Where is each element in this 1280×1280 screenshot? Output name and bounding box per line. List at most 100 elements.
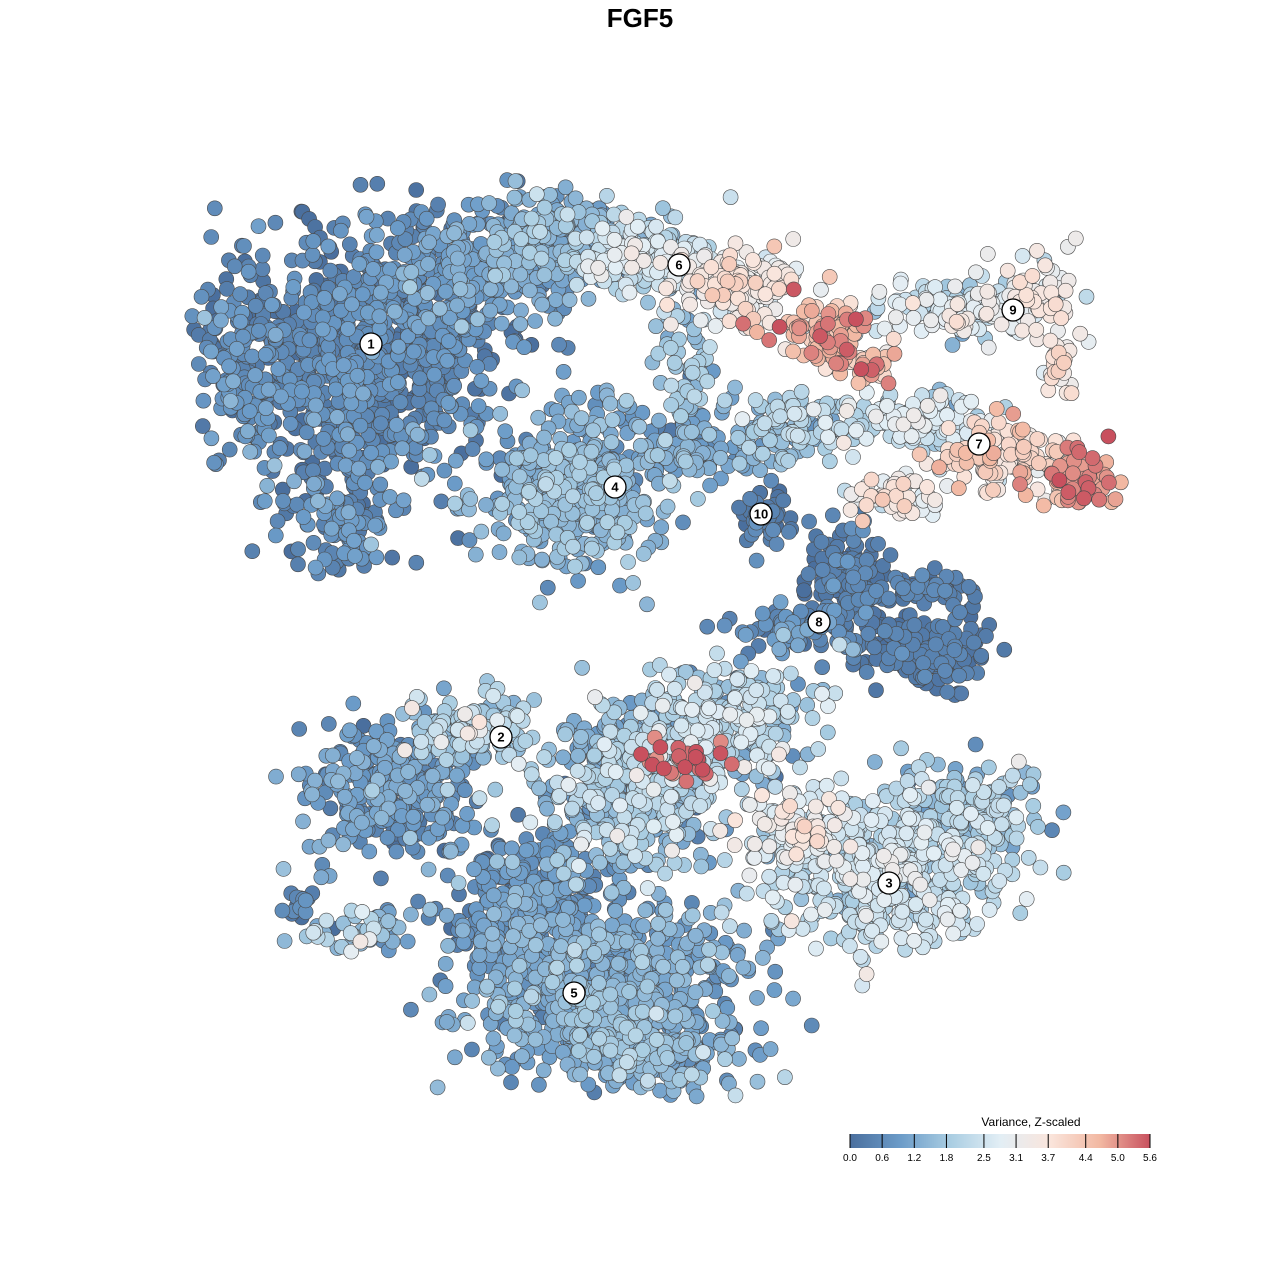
cell-point xyxy=(347,548,363,564)
cell-point xyxy=(650,915,667,932)
cell-point xyxy=(421,447,438,463)
cell-point xyxy=(536,429,552,446)
cell-point xyxy=(379,829,396,846)
cell-point xyxy=(534,296,551,313)
cell-point xyxy=(555,749,571,766)
cell-point xyxy=(535,1062,552,1079)
cell-point xyxy=(857,604,874,621)
cell-point xyxy=(433,493,450,510)
cell-point xyxy=(604,412,621,428)
cell-point xyxy=(195,392,212,409)
cell-point xyxy=(868,682,884,699)
cell-point xyxy=(436,680,452,697)
cell-point xyxy=(467,546,484,563)
cell-point xyxy=(450,875,467,891)
cell-point xyxy=(481,1049,497,1066)
cell-point xyxy=(511,468,528,485)
cell-point xyxy=(276,933,293,949)
cell-point xyxy=(767,963,784,980)
cell-point xyxy=(469,359,485,375)
cell-point xyxy=(449,767,465,784)
cell-point xyxy=(307,559,324,576)
cell-point xyxy=(282,415,299,432)
cell-point xyxy=(420,861,437,878)
cell-point xyxy=(261,427,277,444)
cell-point xyxy=(553,938,569,955)
cell-point xyxy=(576,897,593,914)
cell-point xyxy=(573,410,590,427)
cell-point xyxy=(631,418,648,435)
cell-point xyxy=(530,409,547,426)
cell-point xyxy=(290,541,306,558)
cell-point xyxy=(539,800,555,817)
cell-point xyxy=(819,724,836,741)
cell-point xyxy=(390,338,407,355)
cell-point xyxy=(492,405,509,422)
cell-point xyxy=(503,840,520,857)
cell-point xyxy=(232,313,249,330)
cell-point xyxy=(882,547,899,563)
cell-point xyxy=(966,634,982,651)
cell-point xyxy=(712,450,729,466)
cell-point xyxy=(437,283,454,300)
cell-point xyxy=(590,975,607,991)
cell-point xyxy=(268,768,284,785)
cell-point xyxy=(396,247,413,263)
cell-point xyxy=(906,617,923,633)
cell-point xyxy=(402,279,418,296)
cell-point xyxy=(422,901,439,918)
cell-point xyxy=(351,256,368,272)
cell-point xyxy=(310,493,326,509)
cell-point xyxy=(382,489,398,505)
cell-point xyxy=(814,562,831,578)
cell-point xyxy=(397,783,414,799)
cell-point xyxy=(485,1030,502,1047)
cell-point xyxy=(516,339,533,356)
cell-point xyxy=(240,423,256,440)
cell-point xyxy=(868,583,885,599)
cell-point xyxy=(507,1003,524,1019)
cell-point xyxy=(996,641,1013,658)
cell-point xyxy=(657,901,674,918)
cell-point xyxy=(960,578,977,595)
cell-point xyxy=(866,639,883,656)
cell-point xyxy=(403,1001,419,1018)
cell-point xyxy=(659,498,676,515)
cell-point xyxy=(354,814,370,831)
cell-point xyxy=(213,299,229,315)
cell-point xyxy=(291,721,308,737)
cell-point xyxy=(388,417,405,433)
cell-point xyxy=(858,664,875,680)
cell-point xyxy=(639,978,656,995)
cell-point xyxy=(193,288,210,305)
cell-point xyxy=(440,937,456,954)
cell-point xyxy=(748,552,765,569)
cell-point xyxy=(508,450,525,467)
cell-point xyxy=(275,861,292,877)
cell-point xyxy=(295,813,311,830)
cell-point xyxy=(893,740,909,757)
cell-point xyxy=(813,534,830,550)
cell-point xyxy=(1030,819,1046,835)
cell-point xyxy=(799,697,816,713)
cell-point xyxy=(447,1049,463,1066)
cell-point xyxy=(493,315,510,332)
cell-point xyxy=(580,290,597,307)
cell-point xyxy=(452,281,469,297)
cell-point xyxy=(549,852,566,869)
cell-point xyxy=(421,234,437,251)
cell-point xyxy=(716,617,733,634)
cell-point xyxy=(765,522,781,538)
cell-point xyxy=(271,440,288,456)
cell-point xyxy=(191,356,207,372)
cell-point xyxy=(370,459,386,475)
cell-point xyxy=(506,980,523,997)
cell-point xyxy=(320,832,337,849)
cell-point xyxy=(320,716,337,732)
cell-point xyxy=(497,423,514,440)
cell-point xyxy=(226,258,243,275)
cell-point xyxy=(408,554,425,571)
cell-point xyxy=(653,519,670,536)
cell-point xyxy=(337,457,354,474)
